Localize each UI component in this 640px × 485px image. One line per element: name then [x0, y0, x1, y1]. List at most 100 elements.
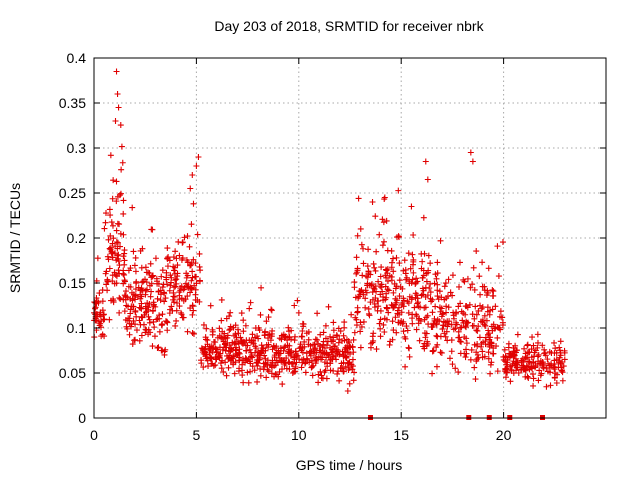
- data-point: [377, 273, 384, 280]
- data-point: [495, 324, 502, 331]
- data-point: [172, 277, 179, 284]
- x-tick-label: 0: [90, 427, 98, 443]
- data-point: [318, 375, 325, 382]
- data-point: [368, 281, 375, 288]
- data-point: [529, 334, 536, 341]
- data-point: [195, 154, 202, 160]
- data-point: [258, 284, 265, 291]
- data-point: [449, 361, 456, 368]
- data-point: [358, 287, 365, 294]
- data-point: [136, 317, 143, 324]
- data-point: [399, 300, 406, 307]
- data-point: [365, 268, 372, 275]
- data-point: [380, 321, 387, 328]
- data-point: [402, 266, 409, 273]
- data-point: [305, 336, 312, 343]
- data-point: [235, 330, 242, 337]
- data-point: [510, 370, 517, 377]
- data-point: [434, 287, 441, 294]
- data-point: [203, 336, 210, 343]
- data-point: [494, 334, 501, 341]
- data-point: [448, 321, 455, 328]
- data-point: [521, 366, 528, 373]
- data-point: [247, 368, 254, 375]
- data-point: [438, 313, 445, 320]
- data-point: [232, 322, 239, 329]
- data-point: [286, 359, 293, 366]
- data-point: [370, 330, 377, 337]
- data-point: [386, 341, 393, 348]
- data-point: [448, 337, 455, 344]
- y-tick-label: 0.35: [59, 95, 86, 111]
- data-point: [327, 356, 334, 363]
- data-point: [218, 317, 225, 324]
- data-point: [548, 362, 555, 369]
- data-point: [525, 363, 532, 370]
- data-point: [358, 241, 365, 248]
- data-point: [340, 352, 347, 359]
- data-point: [470, 264, 477, 271]
- data-point: [438, 349, 445, 356]
- data-point: [344, 388, 351, 395]
- data-point: [319, 354, 326, 361]
- data-point: [315, 340, 322, 347]
- data-point: [330, 327, 337, 334]
- data-point: [420, 214, 427, 221]
- data-point: [315, 371, 322, 378]
- data-point: [169, 307, 176, 314]
- data-point: [354, 267, 361, 274]
- data-point: [424, 340, 431, 347]
- data-point: [143, 269, 150, 276]
- data-point: [258, 347, 265, 354]
- data-point: [366, 312, 373, 319]
- data-point: [476, 334, 483, 341]
- data-point: [535, 351, 542, 358]
- data-point: [188, 285, 195, 292]
- y-tick-label: 0.3: [67, 140, 87, 156]
- data-point: [115, 258, 122, 265]
- data-point: [437, 333, 444, 340]
- data-point: [383, 267, 390, 274]
- data-point: [437, 237, 444, 244]
- chart-title: Day 203 of 2018, SRMTID for receiver nbr…: [214, 18, 484, 34]
- data-point: [223, 344, 230, 351]
- data-point: [418, 265, 425, 272]
- data-point: [279, 366, 286, 373]
- data-point: [381, 194, 388, 201]
- data-point: [481, 312, 488, 319]
- data-point: [162, 346, 169, 353]
- data-point: [308, 364, 315, 371]
- data-point: [364, 263, 371, 270]
- data-point: [526, 349, 533, 356]
- data-point: [456, 283, 463, 290]
- data-point: [334, 350, 341, 357]
- data-point: [382, 283, 389, 290]
- data-point: [251, 367, 258, 374]
- data-point: [416, 337, 423, 344]
- data-point: [394, 234, 401, 241]
- data-point: [279, 381, 286, 388]
- data-point: [486, 336, 493, 343]
- data-point: [369, 289, 376, 296]
- data-point: [383, 305, 390, 312]
- data-point: [473, 327, 480, 334]
- data-point: [110, 177, 117, 184]
- data-point: [409, 276, 416, 283]
- data-point: [484, 289, 491, 296]
- data-point: [464, 275, 471, 282]
- data-point: [248, 353, 255, 360]
- data-point: [101, 225, 108, 232]
- data-point: [363, 289, 370, 296]
- data-point: [216, 344, 223, 351]
- data-point: [150, 301, 157, 308]
- data-point: [240, 328, 247, 335]
- data-point: [521, 345, 528, 352]
- data-point: [218, 334, 225, 341]
- data-point: [272, 371, 279, 378]
- data-point: [405, 309, 412, 316]
- data-point: [172, 322, 179, 329]
- data-point: [514, 331, 521, 338]
- data-point: [367, 344, 374, 351]
- data-point: [197, 278, 204, 285]
- data-point: [113, 198, 120, 205]
